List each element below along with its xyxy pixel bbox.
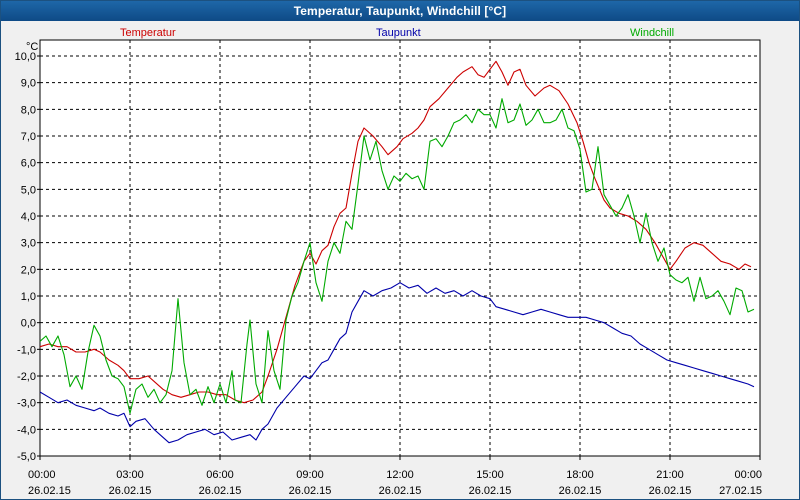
x-tick-time: 09:00 [296,469,324,481]
legend-taupunkt: Taupunkt [376,27,421,39]
x-tick-time: 00:00 [28,469,56,481]
y-tick-label: -5,0 [17,451,36,463]
window-title: Temperatur, Taupunkt, Windchill [°C] [1,1,799,21]
series-line-windchill [39,98,755,414]
y-tick-label: 2,0 [21,264,36,276]
x-tick-date: 26.02.15 [469,485,512,497]
x-tick-time: 00:00 [734,469,762,481]
y-tick-label: 7,0 [21,131,36,143]
y-tick-label: -4,0 [17,424,36,436]
x-tick-time: 06:00 [206,469,234,481]
y-axis: 10,0 9,0 8,0 7,0 6,0 5,0 4,0 3,0 2,0 1,0 0,0 -1,0 -2… [15,51,40,463]
legend-windchill: Windchill [630,27,674,39]
x-tick-time: 15:00 [476,469,504,481]
series-line-temperatur [39,60,752,404]
y-tick-label: 4,0 [21,211,36,223]
y-tick-label: -3,0 [17,398,36,410]
x-tick-date: 26.02.15 [109,485,152,497]
series-lines [39,60,755,444]
y-axis-label: °C [26,41,38,53]
y-tick-label: 6,0 [21,158,36,170]
x-tick-date: 26.02.15 [28,485,71,497]
x-tick-date: 27.02.15 [719,485,762,497]
y-tick-label: 9,0 [21,78,36,90]
x-tick-date: 26.02.15 [199,485,242,497]
x-tick-time: 18:00 [566,469,594,481]
y-tick-label: 8,0 [21,104,36,116]
x-tick-date: 26.02.15 [289,485,332,497]
x-tick-date: 26.02.15 [559,485,602,497]
x-tick-time: 21:00 [656,469,684,481]
x-tick-date: 26.02.15 [649,485,692,497]
y-tick-label: -1,0 [17,344,36,356]
x-tick-time: 03:00 [116,469,144,481]
y-tick-label: 0,0 [21,318,36,330]
x-axis: 00:00 26.02.15 03:00 26.02.15 06:00 26.02.15 0… [28,456,762,497]
x-tick-time: 12:00 [386,469,414,481]
legend-temperatur: Temperatur [120,27,176,39]
x-tick-date: 26.02.15 [379,485,422,497]
y-tick-label: 3,0 [21,238,36,250]
y-tick-label: 10,0 [15,51,36,63]
y-tick-label: -2,0 [17,371,36,383]
y-tick-label: 1,0 [21,291,36,303]
y-tick-label: 5,0 [21,184,36,196]
series-line-taupunkt [39,282,755,444]
